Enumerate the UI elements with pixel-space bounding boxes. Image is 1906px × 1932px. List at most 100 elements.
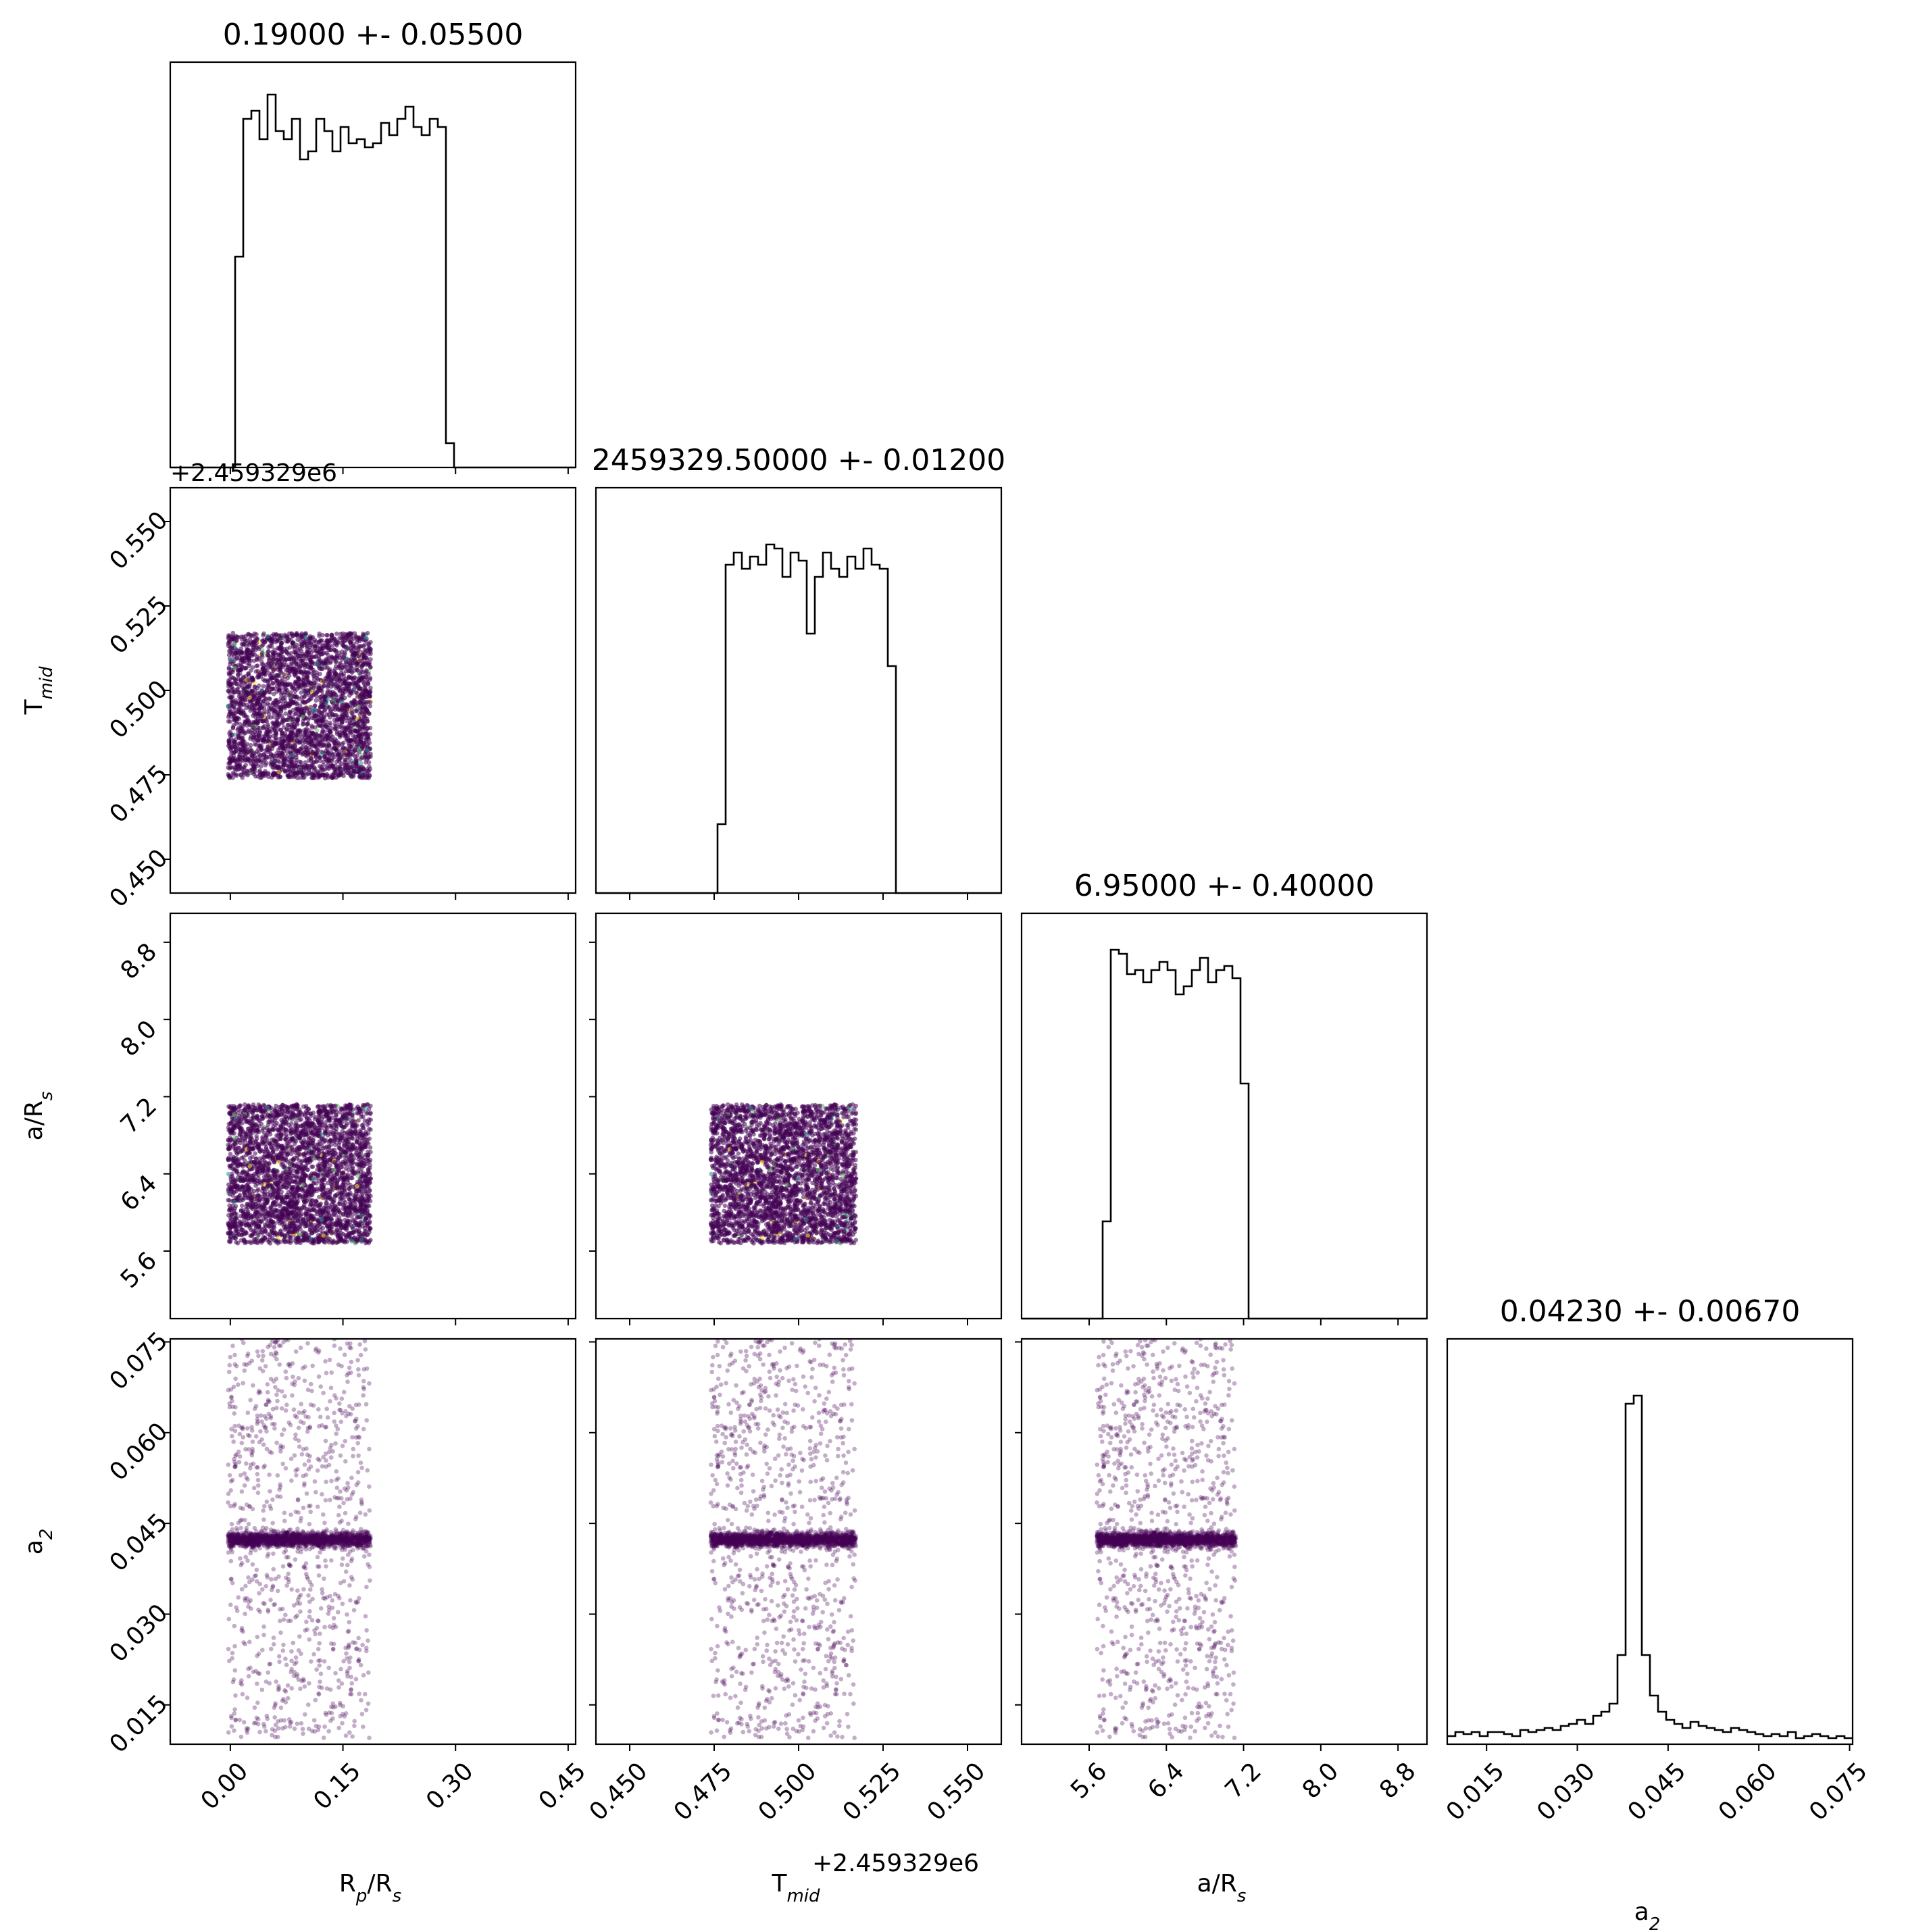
scatter-point: [239, 696, 245, 701]
scatter-point: [313, 703, 318, 708]
scatter-point: [356, 719, 361, 724]
scatter-point: [320, 751, 325, 756]
scatter-point: [272, 727, 277, 732]
scatter-point: [295, 721, 299, 726]
scatter-point: [295, 732, 301, 737]
scatter-point: [345, 755, 350, 759]
scatter-point: [229, 667, 234, 672]
scatter-point: [332, 648, 337, 653]
scatter-point: [349, 743, 355, 748]
scatter-point: [347, 640, 353, 644]
scatter-point: [303, 738, 309, 742]
scatter-point: [239, 679, 244, 684]
scatter-point: [263, 702, 268, 707]
scatter-point: [364, 675, 369, 680]
scatter-point: [300, 1159, 305, 1163]
scatter-point: [257, 743, 262, 748]
scatter-point: [291, 774, 297, 780]
scatter-point: [295, 701, 300, 706]
scatter-point: [303, 760, 308, 765]
scatter-point: [356, 769, 361, 774]
scatter-point: [326, 697, 331, 702]
scatter-point: [289, 722, 295, 728]
scatter-point: [311, 749, 316, 755]
scatter-point: [293, 688, 298, 694]
scatter-point: [257, 695, 262, 701]
scatter-point: [301, 671, 307, 677]
scatter-point: [349, 649, 354, 654]
scatter-point: [268, 751, 274, 757]
scatter-point: [360, 676, 365, 681]
scatter-point: [276, 775, 281, 780]
scatter-point: [264, 665, 268, 670]
scatter-point: [243, 693, 247, 698]
scatter-point: [228, 646, 233, 651]
scatter-point: [334, 694, 339, 699]
scatter-point: [368, 665, 373, 669]
scatter-point: [338, 699, 344, 704]
scatter-point: [366, 755, 370, 759]
scatter-point: [282, 725, 286, 730]
scatter-point: [251, 659, 257, 663]
scatter-point: [341, 740, 346, 745]
scatter-point: [305, 680, 311, 685]
scatter-point: [282, 695, 287, 701]
scatter-point: [252, 736, 257, 740]
scatter-point: [368, 676, 373, 680]
scatter-point: [330, 701, 336, 706]
scatter-point: [322, 661, 327, 665]
scatter-point: [365, 748, 370, 753]
scatter-point: [280, 739, 285, 744]
scatter-point: [253, 759, 259, 764]
scatter-point: [303, 690, 308, 694]
scatter-point: [266, 711, 272, 717]
scatter-point: [297, 696, 301, 701]
scatter-point: [328, 758, 333, 763]
scatter-point: [270, 680, 275, 686]
scatter-point: [274, 698, 278, 704]
scatter-point: [356, 678, 361, 684]
scatter-point: [261, 723, 267, 729]
scatter-point: [259, 764, 264, 769]
scatter-point: [290, 1173, 295, 1178]
scatter-point: [303, 705, 309, 710]
scatter-point: [311, 667, 316, 673]
scatter-point: [282, 704, 287, 709]
scatter-point: [318, 759, 323, 763]
scatter-point: [355, 694, 360, 699]
scatter-point: [261, 684, 266, 689]
scatter-point: [354, 665, 359, 671]
scatter-point: [251, 651, 255, 657]
scatter-point: [301, 772, 305, 778]
scatter-point: [271, 657, 276, 661]
scatter-point: [236, 763, 242, 768]
scatter-point: [334, 643, 339, 648]
scatter-point: [335, 639, 341, 644]
scatter-point: [237, 667, 243, 672]
scatter-point: [336, 651, 342, 655]
scatter-point: [316, 748, 321, 753]
scatter-point: [327, 668, 332, 673]
scatter-point: [278, 641, 284, 646]
scatter-point: [368, 703, 373, 709]
scatter-point: [298, 750, 303, 755]
scatter-point: [363, 671, 368, 676]
scatter-point: [294, 661, 299, 666]
scatter-point: [292, 763, 297, 769]
scatter-point: [251, 678, 255, 682]
scatter-point: [289, 753, 294, 758]
scatter-point: [365, 716, 370, 721]
scatter-point: [361, 735, 367, 740]
scatter-point: [287, 692, 293, 697]
hist-title-tmid: 2459329.50000 +- 0.01200: [592, 443, 1006, 478]
scatter-point: [329, 632, 334, 638]
scatter-point: [313, 680, 318, 685]
scatter-point: [305, 750, 311, 755]
scatter-point: [319, 766, 324, 771]
scatter-point: [274, 638, 280, 643]
scatter-point: [280, 682, 286, 686]
scatter-point: [332, 707, 338, 712]
scatter-point: [278, 653, 283, 657]
scatter-point: [265, 634, 270, 639]
scatter-point: [309, 725, 315, 730]
